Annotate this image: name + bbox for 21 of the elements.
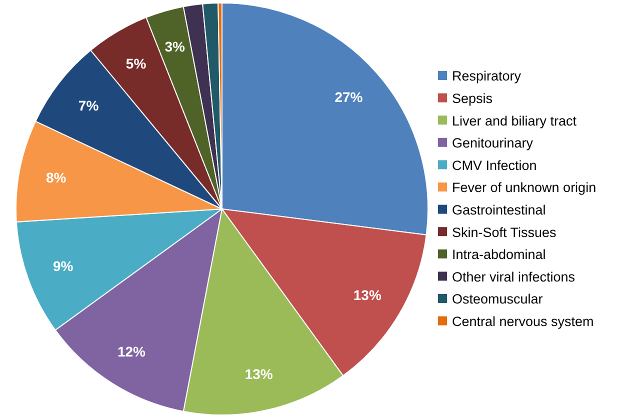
legend-label: Osteomuscular xyxy=(452,292,544,307)
data-label: 27% xyxy=(334,89,364,106)
legend-label: Skin-Soft Tissues xyxy=(452,224,557,240)
legend-label: CMV Infection xyxy=(452,158,537,173)
legend-label: Liver and biliary tract xyxy=(452,113,577,128)
legend-label: Central nervous system xyxy=(452,314,594,330)
legend-label: Fever of unknown origin xyxy=(452,180,596,196)
legend-label: Gastrointestinal xyxy=(452,202,546,218)
data-label: 8% xyxy=(46,169,67,186)
data-label: 7% xyxy=(78,97,100,114)
data-label: 12% xyxy=(117,344,146,360)
legend-label: Respiratory xyxy=(452,68,522,84)
data-label: 9% xyxy=(52,258,74,274)
data-label: 13% xyxy=(244,366,274,382)
data-label: 3% xyxy=(164,38,186,55)
legend-label: Sepsis xyxy=(452,91,493,106)
legend-label: Intra-abdominal xyxy=(452,247,546,262)
legend-label: Other viral infections xyxy=(452,269,576,284)
data-label: 13% xyxy=(353,286,382,303)
legend-label: Genitourinary xyxy=(452,136,534,151)
data-label: 5% xyxy=(126,56,147,72)
